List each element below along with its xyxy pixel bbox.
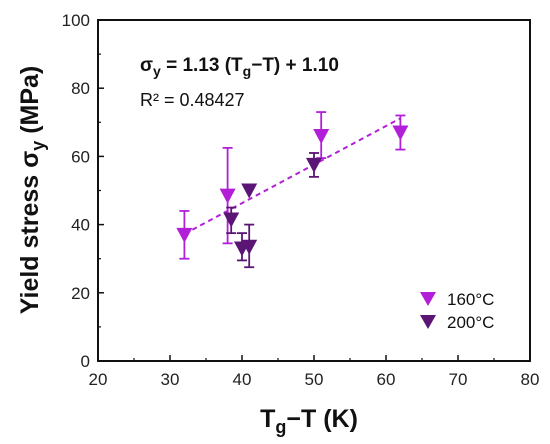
data-point-200c (223, 212, 240, 228)
data-points (176, 125, 409, 257)
y-tick-label: 80 (71, 79, 90, 98)
y-tick-label: 60 (71, 147, 90, 166)
x-tick-label: 20 (89, 370, 108, 389)
legend-marker-160c (420, 292, 436, 306)
x-tick-label: 50 (305, 370, 324, 389)
y-axis-title: Yield stress σy (MPa) (16, 66, 48, 315)
x-tick-label: 70 (449, 370, 468, 389)
fit-line-layer (183, 117, 401, 235)
fit-equation: σy = 1.13 (Tg−T) + 1.10 (140, 55, 339, 79)
legend: 160°C 200°C (420, 290, 494, 332)
data-point-160c (219, 188, 236, 204)
x-tick-label: 40 (233, 370, 252, 389)
data-point-160c (392, 125, 409, 141)
r-squared-label: R² = 0.48427 (140, 90, 245, 110)
data-point-200c (306, 157, 322, 173)
x-tick-label: 30 (161, 370, 180, 389)
x-axis-title: Tg−T (K) (260, 405, 358, 437)
data-point-160c (313, 128, 330, 144)
plot-frame (97, 19, 531, 362)
x-tick-label: 60 (377, 370, 396, 389)
data-point-160c (176, 227, 193, 243)
legend-marker-200c (420, 315, 436, 329)
y-tick-label: 20 (71, 284, 90, 303)
legend-label-160c: 160°C (447, 290, 494, 309)
x-tick-label: 80 (521, 370, 540, 389)
legend-label-200c: 200°C (447, 313, 494, 332)
y-tick-label: 100 (62, 11, 90, 30)
fit-line (183, 117, 401, 235)
data-point-200c (241, 239, 258, 255)
y-tick-label: 0 (81, 352, 90, 371)
data-point-200c (241, 183, 258, 199)
y-tick-label: 40 (71, 216, 90, 235)
